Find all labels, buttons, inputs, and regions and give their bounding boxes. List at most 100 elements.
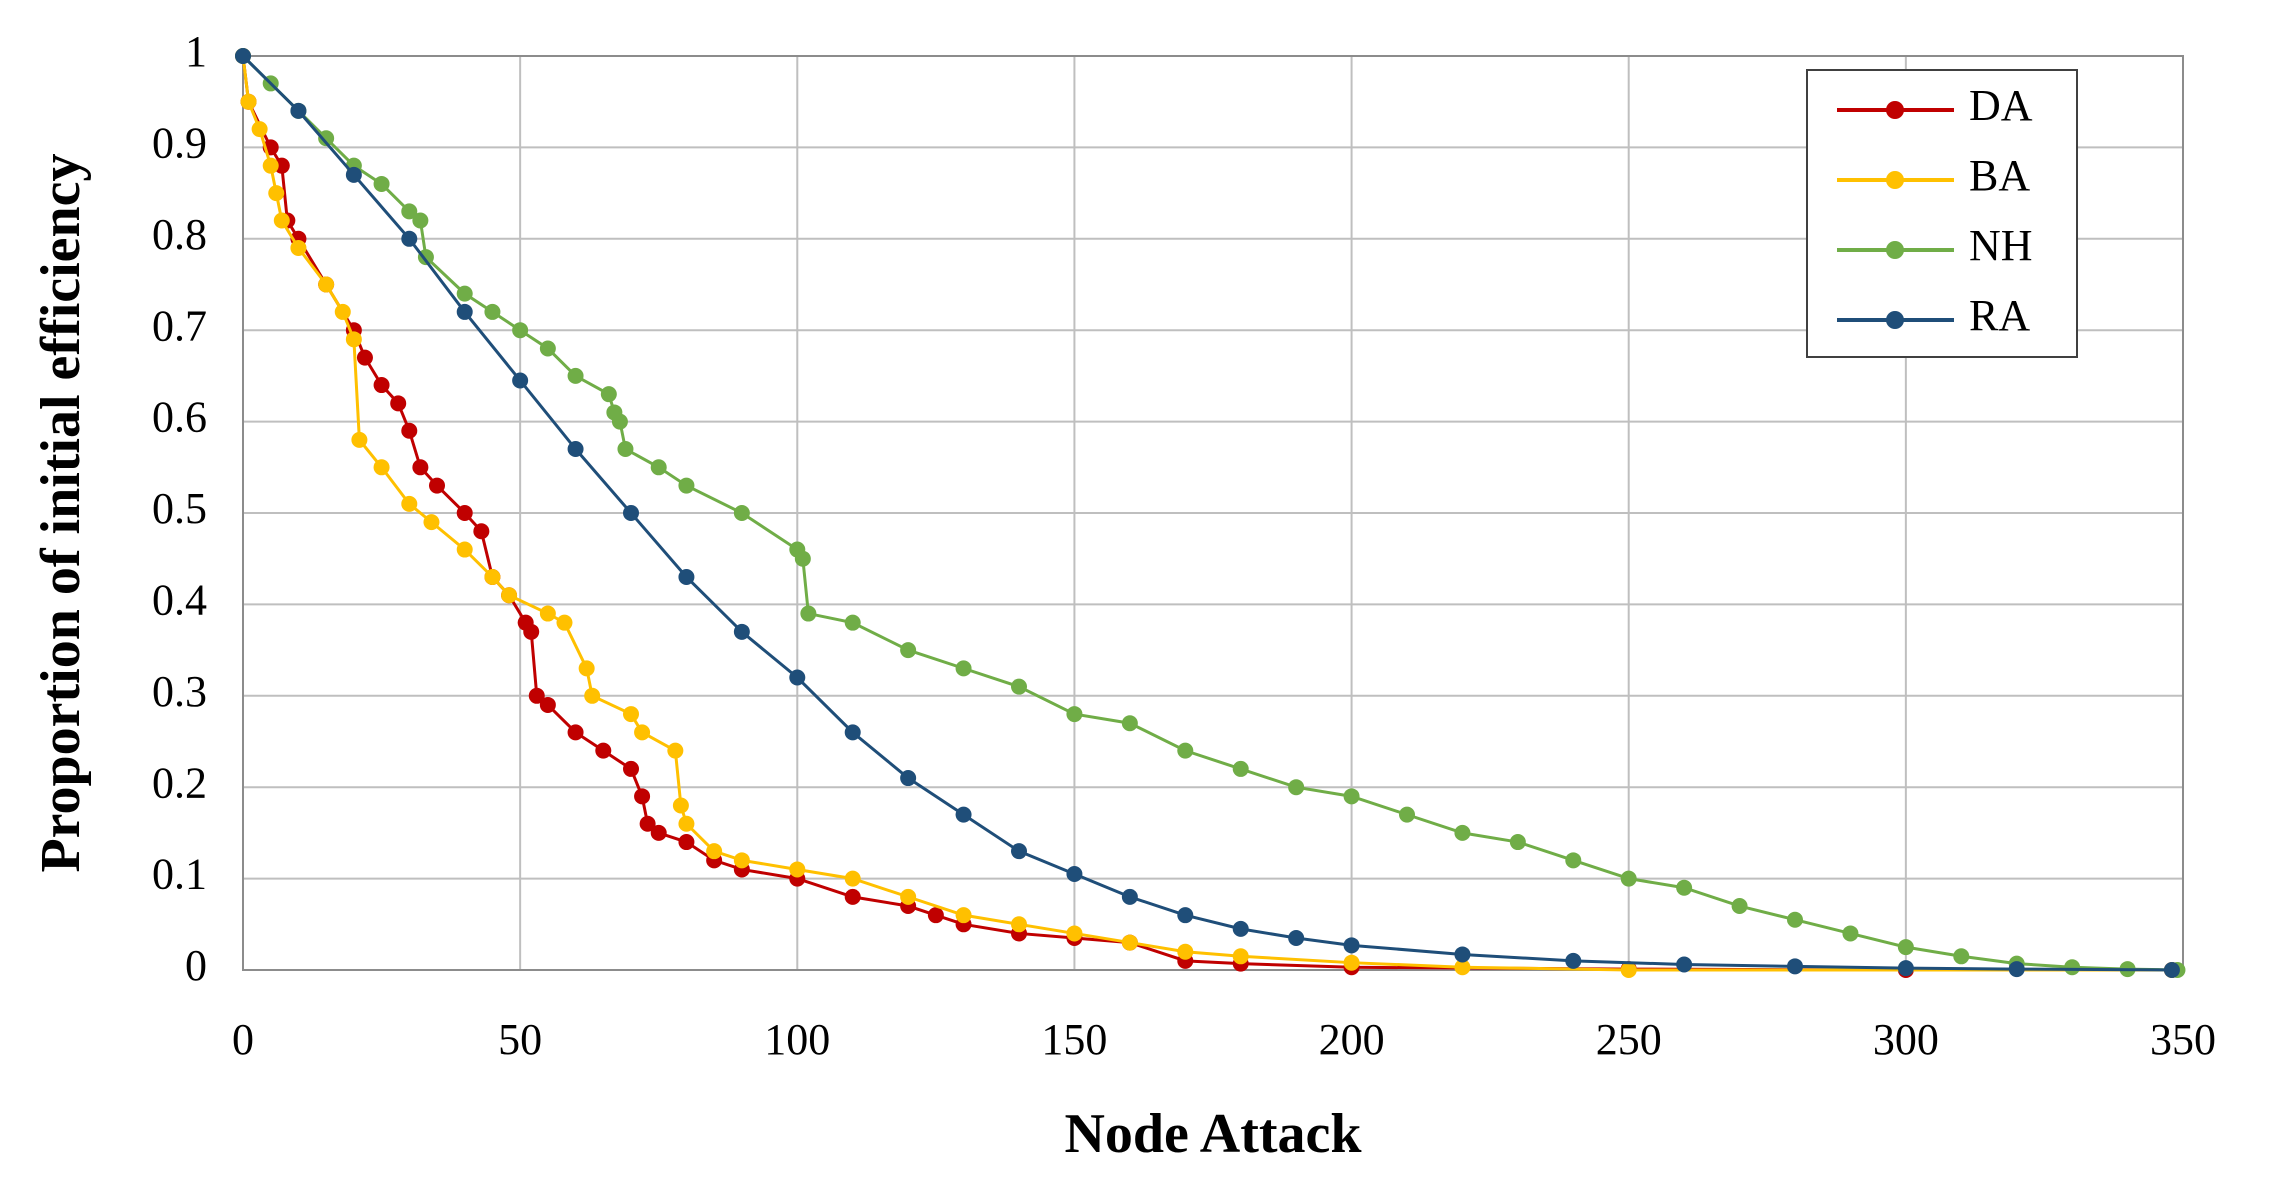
legend-label: RA [1969, 291, 2030, 340]
data-point [900, 888, 917, 905]
data-point [678, 568, 695, 585]
data-point [1620, 870, 1637, 887]
y-axis-title: Proportion of initial efficiency [30, 153, 92, 872]
data-point [512, 372, 529, 389]
data-point [1232, 948, 1249, 965]
data-point [678, 815, 695, 832]
data-point [2163, 962, 2180, 978]
data-point [1066, 706, 1083, 723]
data-point [678, 477, 695, 494]
data-point [733, 852, 750, 869]
data-point [1897, 939, 1914, 956]
y-tick-label: 1 [185, 27, 207, 76]
legend-label: BA [1969, 151, 2030, 200]
data-point [351, 431, 368, 448]
data-point [650, 824, 667, 841]
y-tick-label: 0.1 [152, 850, 207, 899]
data-point [412, 212, 429, 229]
data-point [1787, 958, 1803, 975]
legend-label: NH [1969, 221, 2033, 270]
data-point [678, 834, 695, 851]
data-point [1343, 937, 1360, 954]
data-point [251, 121, 268, 138]
data-point [955, 806, 972, 823]
data-point [567, 441, 584, 458]
x-tick-label: 250 [1596, 1015, 1662, 1064]
data-point [844, 888, 861, 905]
data-point [567, 724, 584, 741]
data-point [1953, 948, 1970, 965]
data-point [900, 642, 917, 659]
y-tick-label: 0.7 [152, 301, 207, 350]
plot-border [242, 55, 2184, 971]
x-tick-label: 50 [498, 1015, 542, 1064]
data-point [1787, 911, 1803, 928]
data-point [794, 550, 811, 567]
data-point [567, 367, 584, 384]
data-point [1232, 920, 1249, 937]
data-point [412, 459, 429, 476]
data-point [401, 495, 418, 512]
data-point [512, 322, 529, 339]
data-point [2008, 961, 2025, 978]
data-point [539, 605, 556, 622]
data-point [955, 660, 972, 677]
data-point [1177, 907, 1194, 924]
data-point [1676, 879, 1693, 896]
y-tick-label: 0.4 [152, 575, 207, 624]
data-point [672, 797, 689, 814]
y-tick-label: 0.8 [152, 210, 207, 259]
data-point [1620, 962, 1637, 978]
legend-label: DA [1969, 81, 2033, 130]
data-point [273, 212, 290, 229]
data-point [1288, 779, 1305, 796]
y-tick-label: 0.3 [152, 667, 207, 716]
series-line [241, 54, 2172, 972]
data-point [611, 413, 628, 430]
legend: DA BA NH RA [1806, 69, 2078, 358]
data-point [429, 477, 445, 494]
x-tick-label: 100 [764, 1015, 830, 1064]
data-point [667, 742, 684, 759]
data-point [1011, 916, 1027, 933]
data-point [1454, 946, 1471, 963]
data-point [390, 395, 407, 412]
data-point [528, 687, 545, 704]
y-tick-label: 0.9 [152, 118, 207, 167]
data-point [401, 230, 418, 247]
data-point [1676, 956, 1693, 973]
data-point [844, 614, 861, 631]
data-point [345, 331, 362, 348]
data-point [1121, 934, 1138, 951]
data-point [955, 907, 972, 924]
data-point [356, 349, 373, 366]
data-point [634, 788, 651, 805]
data-point [600, 386, 617, 403]
data-point [456, 285, 473, 302]
x-tick-label: 200 [1319, 1015, 1385, 1064]
data-point [539, 696, 556, 713]
data-point [634, 724, 651, 741]
data-point [523, 623, 540, 640]
data-point [1288, 930, 1305, 947]
data-point [401, 203, 418, 220]
data-point [650, 459, 667, 476]
data-point [1232, 760, 1249, 777]
data-point [1066, 866, 1083, 883]
data-point [401, 422, 418, 439]
data-point [1842, 925, 1859, 942]
data-point [1565, 952, 1582, 969]
data-point [1454, 959, 1471, 976]
data-point [1066, 925, 1083, 942]
legend-box [1806, 69, 2078, 358]
data-point [484, 303, 501, 320]
data-point [617, 441, 634, 458]
x-tick-label: 350 [2150, 1015, 2216, 1064]
x-tick-label: 150 [1041, 1015, 1107, 1064]
data-point [290, 102, 307, 119]
data-point [639, 815, 656, 832]
data-point [1343, 788, 1360, 805]
data-point [1731, 898, 1748, 915]
data-point [556, 614, 573, 631]
